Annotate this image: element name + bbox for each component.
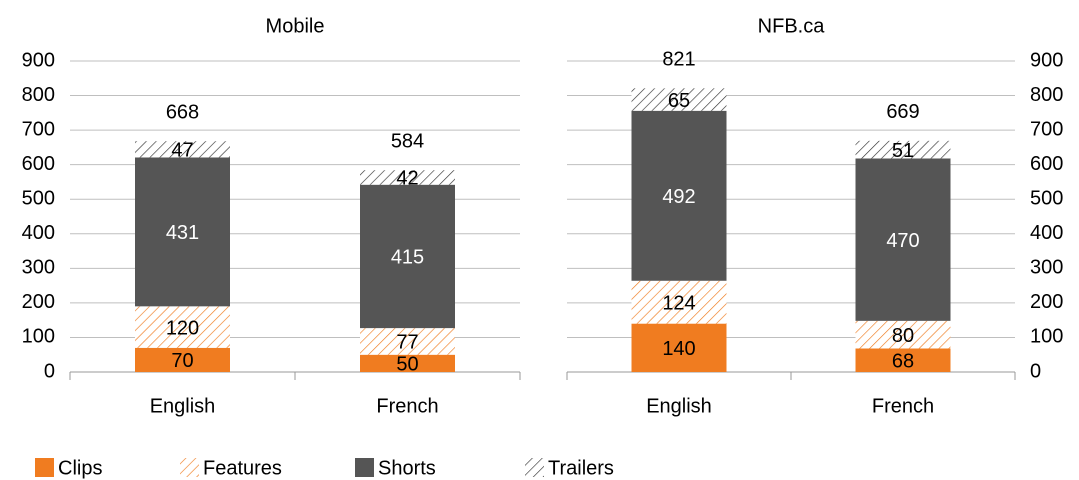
data-label: 140 — [662, 338, 695, 360]
y-tick-label: 500 — [22, 188, 55, 210]
bar-segment — [631, 110, 727, 281]
chart-title: NFB.ca — [758, 15, 826, 37]
data-label: 124 — [662, 292, 695, 314]
y-tick-label: 500 — [1030, 188, 1063, 210]
total-label: 821 — [662, 49, 695, 71]
bar-segment — [135, 347, 230, 372]
y-tick-label: 200 — [22, 291, 55, 313]
y-tick-label: 300 — [1030, 257, 1063, 279]
bar-segment — [360, 328, 455, 355]
legend-label: Features — [203, 457, 282, 479]
bar-segment — [360, 170, 455, 185]
y-tick-label: 900 — [22, 49, 55, 71]
data-label: 415 — [391, 247, 424, 269]
legend-label: Clips — [58, 457, 102, 479]
x-tick-label: English — [646, 395, 712, 417]
y-tick-label: 600 — [1030, 153, 1063, 175]
total-label: 669 — [886, 101, 919, 123]
x-tick-label: French — [376, 395, 438, 417]
bar-segment — [135, 306, 230, 348]
data-label: 42 — [396, 168, 418, 190]
data-label: 70 — [171, 350, 193, 372]
legend-label: Trailers — [548, 457, 614, 479]
bar-segment — [631, 323, 727, 372]
data-label: 492 — [662, 186, 695, 208]
y-tick-label: 0 — [44, 360, 55, 382]
y-tick-label: 300 — [22, 257, 55, 279]
data-label: 77 — [396, 332, 418, 354]
y-tick-label: 400 — [22, 222, 55, 244]
total-label: 668 — [166, 101, 199, 123]
bar-segment — [855, 158, 951, 321]
data-label: 80 — [892, 325, 914, 347]
bar-segment — [855, 140, 951, 159]
data-label: 470 — [886, 230, 919, 252]
y-tick-label: 800 — [22, 84, 55, 106]
data-label: 47 — [171, 140, 193, 162]
bar-segment — [855, 320, 951, 349]
legend-swatch — [525, 458, 544, 477]
y-tick-label: 0 — [1030, 360, 1041, 382]
data-label: 51 — [892, 140, 914, 162]
data-label: 120 — [166, 317, 199, 339]
legend-swatch — [180, 458, 199, 477]
x-tick-label: English — [150, 395, 216, 417]
data-label: 431 — [166, 222, 199, 244]
y-tick-label: 700 — [1030, 118, 1063, 140]
bar-segment — [135, 157, 230, 307]
y-tick-label: 100 — [1030, 326, 1063, 348]
bar-segment — [631, 280, 727, 324]
bar-segment — [631, 88, 727, 111]
y-tick-label: 400 — [1030, 222, 1063, 244]
legend-label: Shorts — [378, 457, 436, 479]
x-tick-label: French — [872, 395, 934, 417]
bar-segment — [360, 184, 455, 329]
bar-segment — [855, 348, 951, 372]
y-tick-label: 700 — [22, 118, 55, 140]
y-tick-label: 200 — [1030, 291, 1063, 313]
bar-segment — [360, 354, 455, 372]
legend-swatch — [35, 458, 54, 477]
y-tick-label: 600 — [22, 153, 55, 175]
data-label: 68 — [892, 351, 914, 373]
data-label: 65 — [668, 90, 690, 112]
y-tick-label: 800 — [1030, 84, 1063, 106]
legend-swatch — [355, 458, 374, 477]
data-label: 50 — [396, 354, 418, 376]
y-tick-label: 900 — [1030, 49, 1063, 71]
bar-segment — [135, 141, 230, 158]
total-label: 584 — [391, 130, 424, 152]
y-tick-label: 100 — [22, 326, 55, 348]
chart-title: Mobile — [266, 15, 325, 37]
